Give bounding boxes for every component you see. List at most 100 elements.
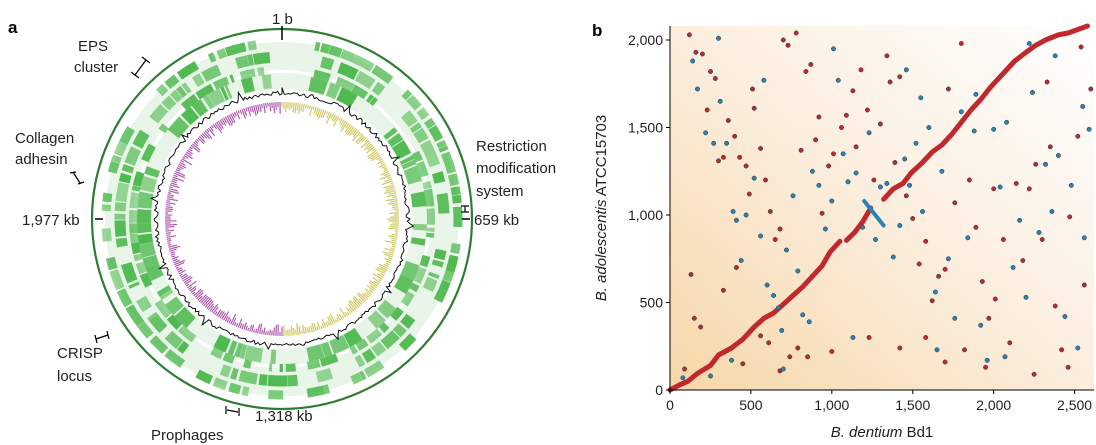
gc-skew-bar bbox=[182, 156, 186, 160]
gene-block bbox=[336, 87, 358, 108]
scatter-point bbox=[1075, 133, 1081, 139]
gene-block bbox=[392, 323, 407, 338]
gc-skew-bar bbox=[361, 293, 369, 300]
position-top-label: 1 b bbox=[272, 11, 293, 28]
scatter-point bbox=[1026, 41, 1032, 46]
scatter-point bbox=[1031, 371, 1037, 377]
gc-skew-bar bbox=[377, 159, 384, 165]
gc-skew-bar bbox=[201, 296, 210, 306]
gc-skew-bar bbox=[169, 251, 175, 254]
scatter-point bbox=[966, 177, 972, 183]
scatter-point bbox=[751, 105, 757, 111]
gene-block bbox=[433, 248, 447, 261]
gene-block bbox=[325, 82, 341, 100]
gene-block bbox=[416, 107, 430, 121]
gene-block bbox=[450, 186, 461, 196]
scatter-point bbox=[1044, 79, 1050, 85]
gene-block bbox=[115, 237, 128, 248]
synteny-segment bbox=[667, 238, 843, 393]
gene-block bbox=[141, 143, 156, 163]
gene-block bbox=[450, 243, 461, 255]
gc-skew-bar bbox=[296, 103, 299, 111]
gc-skew-bar bbox=[341, 315, 345, 319]
gene-block bbox=[121, 164, 135, 174]
gc-skew-bar bbox=[166, 238, 172, 240]
gene-block bbox=[109, 269, 125, 291]
x-tick-label: 0 bbox=[666, 397, 674, 413]
gc-skew-bar bbox=[212, 123, 218, 130]
gc-skew-bar bbox=[347, 300, 357, 311]
gc-skew-bar bbox=[165, 229, 175, 232]
gene-block bbox=[436, 192, 450, 214]
gc-skew-bar bbox=[257, 104, 260, 112]
gene-block bbox=[239, 68, 256, 80]
gene-block bbox=[320, 56, 335, 71]
gc-skew-bar bbox=[222, 117, 228, 124]
gene-block bbox=[216, 47, 228, 60]
scatter-point bbox=[945, 86, 951, 92]
gc-skew-bar bbox=[235, 111, 241, 120]
gc-skew-bar bbox=[168, 190, 180, 194]
gc-skew-bar bbox=[214, 311, 218, 316]
gene-track-inner bbox=[137, 74, 427, 364]
scatter-point bbox=[708, 373, 713, 379]
scatter-point bbox=[829, 349, 835, 354]
circular-genome-map bbox=[90, 27, 474, 411]
scatter-point bbox=[771, 293, 777, 298]
gene-block bbox=[219, 364, 232, 378]
scatter-point bbox=[971, 128, 977, 134]
gc-skew-bar bbox=[165, 223, 178, 226]
gc-skew-bar bbox=[370, 153, 380, 160]
gene-block bbox=[195, 83, 215, 100]
gene-block bbox=[428, 271, 440, 280]
gc-skew-bar bbox=[243, 322, 247, 330]
gc-skew-bar bbox=[320, 109, 325, 118]
gc-skew-bar bbox=[165, 210, 173, 212]
gc-skew-bar bbox=[233, 111, 237, 117]
gc-skew-bar bbox=[195, 291, 204, 300]
scatter-point bbox=[711, 140, 717, 146]
scatter-point bbox=[923, 238, 929, 244]
scatter-point bbox=[798, 147, 804, 153]
gc-skew-bar bbox=[228, 114, 234, 124]
gc-skew-bar bbox=[206, 300, 214, 309]
gene-block bbox=[124, 146, 142, 166]
gene-block bbox=[335, 76, 355, 92]
scatter-point bbox=[1075, 345, 1081, 351]
gc-skew-bar bbox=[315, 107, 319, 116]
gc-skew-bar bbox=[296, 323, 299, 335]
scatter-point bbox=[766, 340, 772, 346]
scatter-point bbox=[840, 151, 846, 157]
gene-block bbox=[354, 70, 376, 90]
scatter-point bbox=[763, 177, 768, 183]
gene-block bbox=[322, 384, 331, 395]
gc-skew-bar bbox=[219, 310, 225, 319]
scatter-point bbox=[903, 193, 909, 199]
gene-block bbox=[243, 359, 252, 369]
scatter-point bbox=[740, 361, 746, 367]
gc-skew-bar bbox=[387, 176, 392, 180]
gc-skew-bar bbox=[190, 288, 197, 294]
gc-skew-bar bbox=[259, 103, 262, 112]
gene-block bbox=[164, 74, 180, 89]
scatter-point bbox=[720, 154, 726, 160]
gene-block bbox=[137, 222, 152, 234]
scatter-point bbox=[826, 163, 832, 169]
gc-skew-bar bbox=[313, 322, 317, 332]
gene-block bbox=[180, 93, 199, 111]
gene-block bbox=[314, 41, 321, 52]
gene-block bbox=[133, 253, 143, 262]
gc-skew-bar bbox=[382, 251, 394, 256]
gc-skew-bar bbox=[352, 129, 358, 136]
gc-skew-bar bbox=[230, 113, 236, 123]
gc-skew-bar bbox=[167, 242, 171, 244]
gene-block bbox=[128, 281, 140, 289]
scatter-point bbox=[829, 198, 835, 204]
scatter-point bbox=[1043, 161, 1048, 167]
scatter-point bbox=[1000, 237, 1006, 242]
gc-skew-bar bbox=[232, 317, 237, 326]
gc-skew-bar bbox=[295, 329, 297, 336]
scatter-point bbox=[1088, 86, 1094, 92]
gc-skew-bar bbox=[382, 184, 395, 189]
scatter-point bbox=[1020, 258, 1026, 263]
